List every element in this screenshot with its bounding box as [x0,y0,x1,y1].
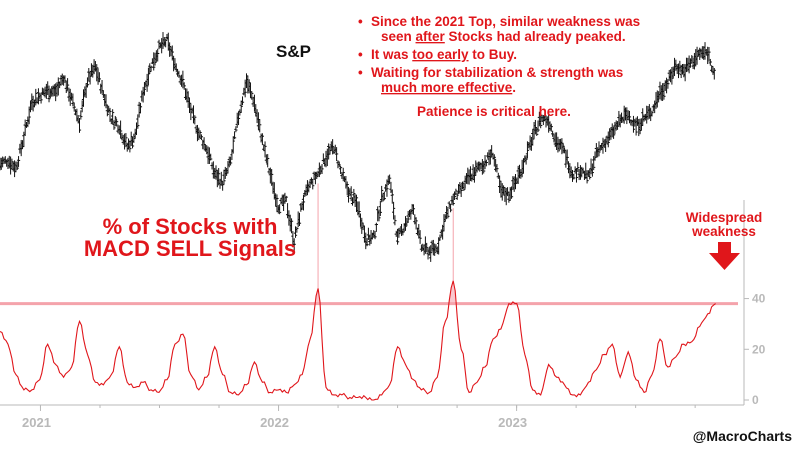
sp-price-bars [0,32,716,262]
bullet-2-marker: • [358,47,363,62]
x-ticks: 2021 2022 2023 [22,405,696,430]
indicator-line [0,280,716,401]
bullet-2-line1: It was too early to Buy. [371,47,517,62]
x-tick-label: 2023 [498,415,527,430]
indicator-label-line1: % of Stocks with [103,214,278,239]
x-tick-label: 2021 [22,415,51,430]
bullet-1-line2: seen after Stocks had already peaked. [381,29,626,44]
credit-label: @MacroCharts [693,428,792,444]
bullet-2-line1-pre: It was [371,47,412,62]
spike-connectors [317,183,454,289]
bullet-3-marker: • [358,65,363,80]
y-tick-label: 20 [752,342,766,356]
widespread-label-line2: weakness [691,224,756,239]
x-tick-label: 2022 [260,415,289,430]
down-arrow-icon [709,242,740,270]
patience-note: Patience is critical here. [417,104,571,119]
highlight-fill [449,280,456,304]
bullet-1-line2-emphasis: after [416,29,446,44]
bullet-3-line1: Waiting for stabilization & strength was [371,65,623,80]
annotation-bullets: • Since the 2021 Top, similar weakness w… [358,14,640,119]
highlight-fills [316,280,456,304]
y-ticks: 40 20 0 [744,292,766,407]
widespread-label-line1: Widespread [686,210,762,225]
bullet-1-marker: • [358,14,363,29]
indicator-label-line2: MACD SELL Signals [84,236,296,261]
bullet-3-line2: much more effective. [381,80,516,95]
y-tick-label: 40 [752,292,766,306]
bullet-3-line2-post: . [512,80,516,95]
bullet-2-line1-post: to Buy. [469,47,518,62]
sp-label: S&P [276,42,311,61]
bullet-1-line1: Since the 2021 Top, similar weakness was [371,14,640,29]
y-tick-label: 0 [752,393,759,407]
bullet-3-line2-emphasis: much more effective [381,80,513,95]
bullet-1-line2-post: Stocks had already peaked. [445,29,626,44]
bullet-2-line1-emphasis: too early [412,47,469,62]
bullet-1-line2-pre: seen [381,29,416,44]
highlight-fill [316,288,320,304]
